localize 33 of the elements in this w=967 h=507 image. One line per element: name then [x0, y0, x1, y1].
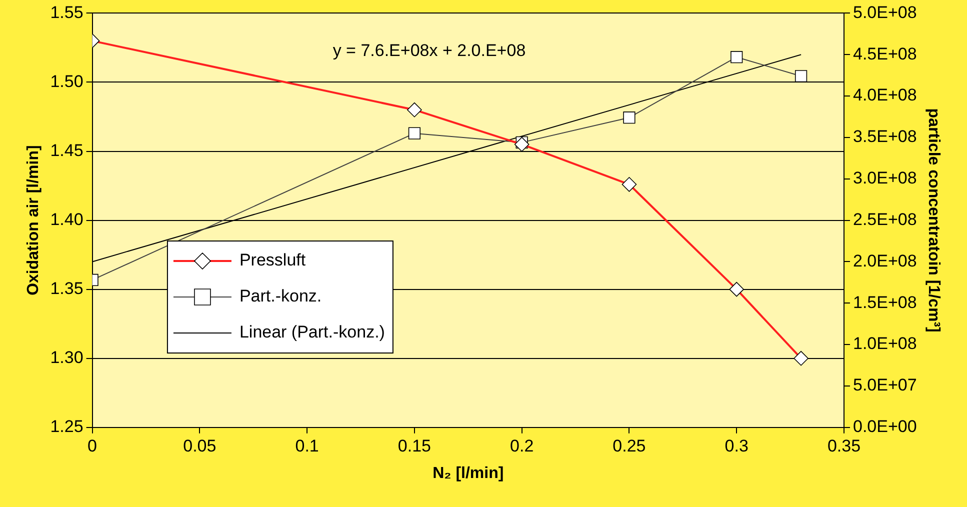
- y-tick-label: 1.25: [50, 417, 84, 436]
- x-tick-label: 0.3: [724, 436, 748, 456]
- y2-tick-label: 1.5E+08: [852, 292, 917, 312]
- x-axis-title: N₂ [l/min]: [432, 464, 504, 482]
- y2-tick-label: 0.0E+00: [852, 417, 917, 436]
- y2-tick-label: 5.0E+07: [852, 376, 917, 395]
- legend-label: Pressluft: [239, 250, 306, 270]
- y-tick-label: 1.40: [50, 210, 84, 229]
- y-tick-label: 1.55: [50, 2, 84, 22]
- y2-axis-title: particle concentratoin [1/cm³]: [924, 108, 942, 332]
- x-tick-label: 0.05: [183, 436, 216, 456]
- y2-tick-label: 4.0E+08: [852, 86, 917, 105]
- y2-tick-label: 3.0E+08: [852, 168, 917, 188]
- y-tick-label: 1.35: [50, 279, 84, 298]
- y-tick-label: 1.50: [50, 72, 84, 91]
- x-tick-label: 0: [88, 436, 98, 456]
- y2-tick-label: 2.0E+08: [852, 251, 917, 270]
- y-tick-label: 1.45: [50, 140, 84, 160]
- x-tick-label: 0.2: [510, 436, 534, 456]
- y2-tick-label: 5.0E+08: [852, 2, 917, 22]
- x-tick-label: 0.35: [827, 436, 861, 456]
- y-axis-title: Oxidation air [l/min]: [25, 145, 42, 296]
- y2-tick-label: 2.5E+08: [852, 210, 917, 229]
- legend-label: Part.-konz.: [239, 286, 322, 306]
- legend-label: Linear (Part.-konz.): [239, 322, 385, 342]
- x-tick-label: 0.25: [612, 436, 646, 456]
- x-tick-label: 0.1: [295, 436, 319, 456]
- y-tick-label: 1.30: [50, 348, 84, 368]
- annotation: y = 7.6.E+08x + 2.0.E+08: [332, 40, 526, 60]
- y2-tick-label: 1.0E+08: [852, 334, 917, 354]
- y2-tick-label: 4.5E+08: [852, 44, 917, 64]
- x-tick-label: 0.15: [398, 436, 431, 456]
- y2-tick-label: 3.5E+08: [852, 127, 917, 146]
